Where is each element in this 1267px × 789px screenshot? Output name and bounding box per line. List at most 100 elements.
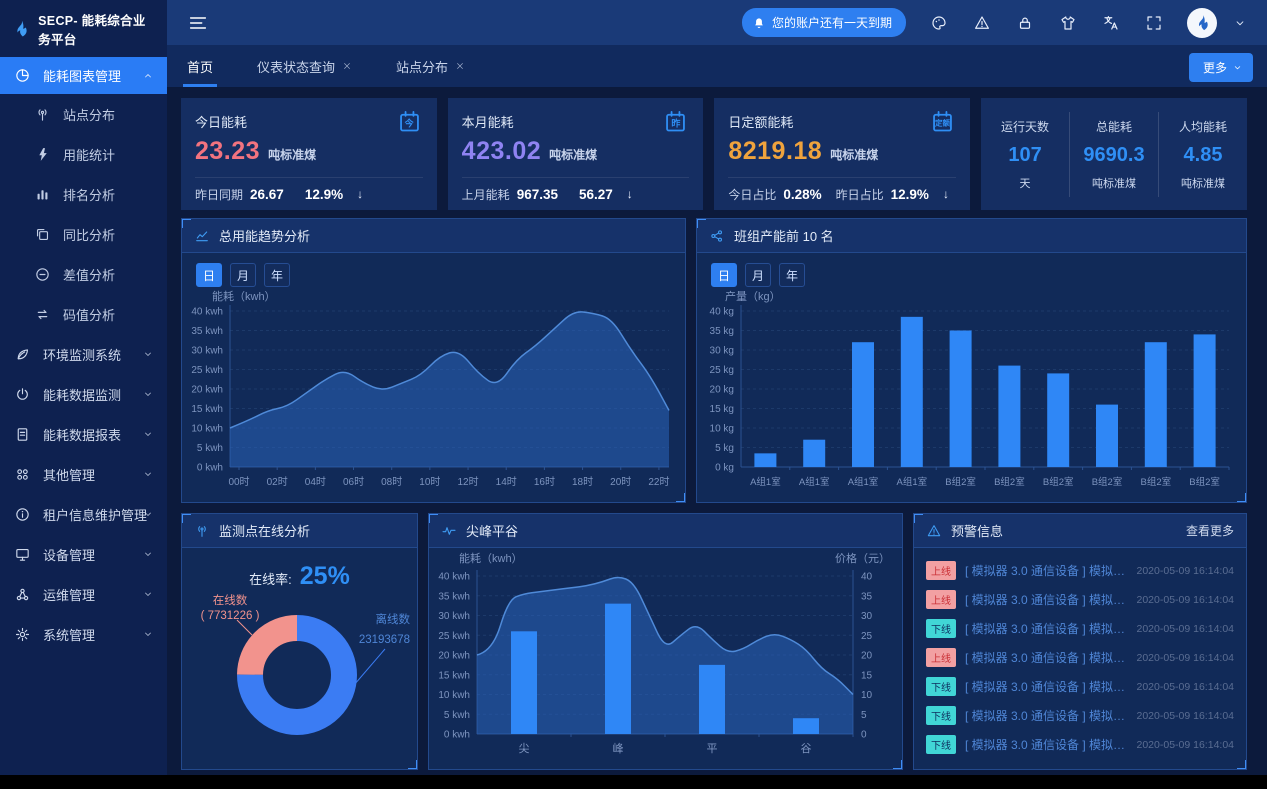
svg-text:20 kwh: 20 kwh [191, 385, 223, 396]
trend-panel: 总用能趋势分析 日月年 能耗（kwh） 0 kwh 5 kwh 10 kwh 15 kw… [181, 218, 686, 503]
svg-text:价格（元）: 价格（元） [835, 551, 890, 565]
user-avatar[interactable] [1187, 7, 1217, 38]
peak-panel-header: 尖峰平谷 [429, 514, 902, 548]
sidebar-group[interactable]: 设备管理 [0, 534, 167, 574]
period-tab[interactable]: 日 [711, 263, 738, 287]
menu-collapse-icon[interactable] [187, 12, 209, 34]
period-tab[interactable]: 日 [196, 263, 223, 287]
sidebar-group[interactable]: 环境监测系统 [0, 334, 167, 374]
svg-text:25 kwh: 25 kwh [438, 631, 470, 642]
warning-icon[interactable] [973, 14, 991, 32]
more-button[interactable]: 更多 [1188, 53, 1253, 82]
svg-text:5 kwh: 5 kwh [197, 443, 223, 454]
alerts-panel-header: 预警信息 查看更多 [914, 514, 1246, 548]
svg-text:30 kg: 30 kg [710, 346, 734, 357]
sidebar-group-label: 能耗数据监测 [43, 387, 122, 403]
sidebar-group[interactable]: 能耗图表管理 [0, 57, 167, 94]
bottom-strip [0, 775, 1267, 789]
sidebar-group-label: 能耗数据报表 [43, 427, 122, 443]
power-icon [14, 386, 31, 403]
stat-card: 日定额能耗 定额 8219.18 吨标准煤 今日占比 0.28% 昨日占比 12.9% ↓ [714, 98, 971, 210]
alert-row[interactable]: 下线 [ 模拟器 3.0 通信设备 ] 模拟器 3.0... 2020-05-09 … [926, 672, 1234, 701]
alert-row[interactable]: 上线 [ 模拟器 3.0 通信设备 ] 模拟器 3.0... 2020-05-09 … [926, 585, 1234, 614]
svg-text:02时: 02时 [267, 476, 288, 488]
panel-title: 总用能趋势分析 [219, 229, 311, 244]
doc-icon [14, 426, 31, 443]
stat-card-footer: 上月能耗 967.35 56.27 ↓ [461, 177, 690, 210]
svg-text:20时: 20时 [610, 476, 631, 488]
svg-text:A组1室: A组1室 [848, 476, 879, 488]
sidebar-group[interactable]: 能耗数据报表 [0, 414, 167, 454]
teams-panel: 班组产能前 10 名 日月年 产量（kg） 0 kg 5 kg 10 kg 15 kg 2… [696, 218, 1247, 503]
alert-row[interactable]: 上线 [ 模拟器 3.0 通信设备 ] 模拟器 3.0... 2020-05-09 … [926, 556, 1234, 585]
sidebar-item[interactable]: 排名分析 [0, 174, 167, 214]
sidebar-group[interactable]: 能耗数据监测 [0, 374, 167, 414]
tab-close-icon[interactable] [342, 61, 352, 71]
translate-icon[interactable] [1102, 14, 1120, 32]
tab-close-icon[interactable] [455, 61, 465, 71]
offline-slice-value: 23193678 [359, 634, 410, 646]
calendar-icon: 今 [396, 108, 423, 135]
alert-message: [ 模拟器 3.0 通信设备 ] 模拟器 3.0... [965, 593, 1128, 607]
alert-status-badge: 下线 [926, 619, 956, 638]
view-more-link[interactable]: 查看更多 [1185, 524, 1234, 538]
svg-text:10 kwh: 10 kwh [191, 424, 223, 435]
sidebar-group[interactable]: 其他管理 [0, 454, 167, 494]
fullscreen-icon[interactable] [1145, 14, 1163, 32]
user-menu-chevron-icon[interactable] [1233, 16, 1247, 30]
panel-title: 预警信息 [951, 524, 1004, 539]
info-icon [14, 506, 31, 523]
svg-text:10 kwh: 10 kwh [438, 690, 470, 701]
svg-text:15: 15 [861, 670, 873, 681]
shirt-icon[interactable] [1059, 14, 1077, 32]
chevron-down-icon [142, 508, 154, 520]
sidebar-group-label: 其他管理 [43, 467, 96, 483]
grid-icon [14, 466, 31, 483]
lock-icon[interactable] [1016, 14, 1034, 32]
alert-time: 2020-05-09 16:14:04 [1136, 622, 1235, 635]
alert-status-badge: 下线 [926, 677, 956, 696]
sidebar-item[interactable]: 同比分析 [0, 214, 167, 254]
svg-text:0 kwh: 0 kwh [197, 463, 223, 474]
svg-text:平: 平 [707, 743, 718, 755]
svg-text:06时: 06时 [343, 476, 364, 488]
svg-text:A组1室: A组1室 [896, 476, 927, 488]
topbar-icons [930, 14, 1163, 32]
topbar-right: 您的账户还有一天到期 [741, 7, 1247, 38]
gear-icon [14, 626, 31, 643]
period-tab[interactable]: 年 [779, 263, 806, 287]
sidebar-group[interactable]: 运维管理 [0, 574, 167, 614]
alert-row[interactable]: 下线 [ 模拟器 3.0 通信设备 ] 模拟器 3.0... 2020-05-09 … [926, 614, 1234, 643]
sidebar-item[interactable]: 差值分析 [0, 254, 167, 294]
sidebar-menu: 能耗图表管理 站点分布 用能统计 排名分析 同比分析 差值分析 码值分析 环境监测系统能耗数据… [0, 57, 167, 654]
alert-row[interactable]: 上线 [ 模拟器 3.0 通信设备 ] 模拟器 3.0... 2020-05-09 … [926, 643, 1234, 672]
account-expiry-notice[interactable]: 您的账户还有一天到期 [741, 8, 906, 37]
teams-panel-header: 班组产能前 10 名 [697, 219, 1246, 253]
alert-time: 2020-05-09 16:14:04 [1136, 680, 1235, 693]
pie-icon [14, 67, 31, 84]
sidebar-item[interactable]: 码值分析 [0, 294, 167, 334]
app-title: SECP- 能耗综合业务平台 [38, 13, 146, 47]
sidebar-item[interactable]: 站点分布 [0, 94, 167, 134]
tab[interactable]: 首页 [182, 45, 218, 87]
period-tab[interactable]: 月 [745, 263, 772, 287]
alert-message: [ 模拟器 3.0 通信设备 ] 模拟器 3.0... [965, 709, 1128, 723]
stat-footer-label: 昨日同期 [195, 187, 244, 202]
alert-row[interactable]: 下线 [ 模拟器 3.0 通信设备 ] 模拟器 3.0... 2020-05-09 … [926, 701, 1234, 730]
svg-text:35 kg: 35 kg [710, 326, 734, 337]
palette-icon[interactable] [930, 14, 948, 32]
sidebar-group[interactable]: 租户信息维护管理 [0, 494, 167, 534]
stat-card-title: 今日能耗 [195, 115, 248, 130]
period-tab[interactable]: 年 [264, 263, 291, 287]
alert-row[interactable]: 下线 [ 模拟器 3.0 通信设备 ] 模拟器 3.0... 2020-05-09 … [926, 730, 1234, 759]
svg-text:15 kwh: 15 kwh [191, 404, 223, 415]
stat-card-value: 8219.18 [728, 137, 823, 165]
tab[interactable]: 仪表状态查询 [257, 45, 352, 87]
sidebar-group[interactable]: 系统管理 [0, 614, 167, 654]
sidebar-item[interactable]: 用能统计 [0, 134, 167, 174]
period-tab[interactable]: 月 [230, 263, 257, 287]
tab[interactable]: 站点分布 [396, 45, 465, 87]
trend-panel-header: 总用能趋势分析 [182, 219, 685, 253]
svg-text:35 kwh: 35 kwh [438, 591, 470, 602]
teams-period-tabs: 日月年 [711, 263, 1246, 287]
